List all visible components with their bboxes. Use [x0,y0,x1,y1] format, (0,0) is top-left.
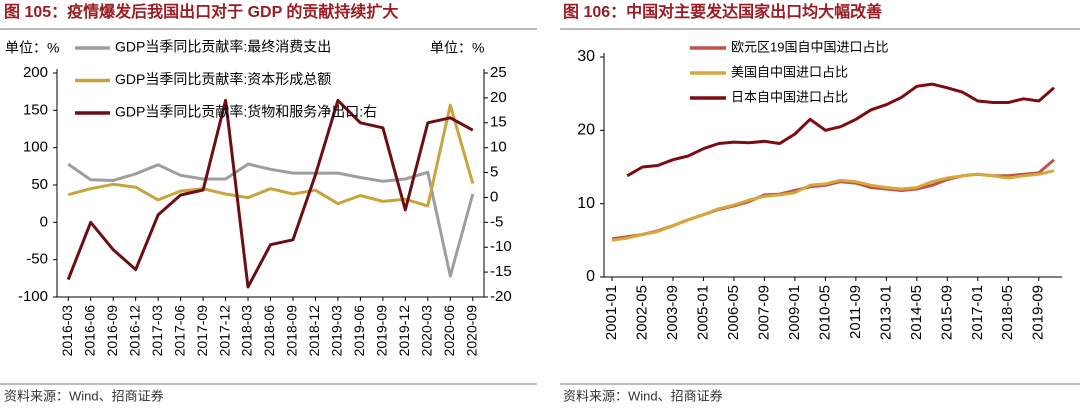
source: 资料来源：Wind、招商证券 [4,388,164,403]
series-line [66,98,474,289]
legend-label: 日本自中国进口占比 [731,89,848,104]
x-tick-label: 2005-01 [694,285,711,340]
x-tick-label: 2020-06 [441,305,457,357]
y2-tick-label: 15 [490,114,507,131]
x-tick-label: 2016-03 [59,305,75,357]
y2-tick-label: 5 [490,164,498,181]
legend-label: 欧元区19国自中国进口占比 [731,39,888,54]
y2-tick-label: 0 [490,188,498,205]
x-tick-label: 2016-09 [104,305,120,357]
x-tick-label: 2017-09 [194,305,210,357]
y2-tick-label: 10 [490,139,507,156]
series-line [626,82,1055,178]
y-tick-label: 20 [577,122,595,139]
x-tick-label: 2014-05 [908,285,925,340]
chart-title: 图 105：疫情爆发后我国出口对于 GDP 的贡献持续扩大 [4,2,398,21]
x-tick-label: 2020-09 [463,305,479,357]
y-tick-label: 30 [577,48,595,65]
x-tick-label: 2018-12 [306,305,322,357]
x-tick-label: 2007-09 [755,285,772,340]
x-tick-label: 2016-06 [81,305,97,357]
y-tick-label: 0 [40,213,48,230]
x-tick-label: 2019-12 [396,305,412,357]
y2-tick-label: 20 [490,89,507,106]
x-tick-label: 2017-06 [171,305,187,357]
x-tick-label: 2019-09 [374,305,390,357]
y2-tick-label: -10 [490,238,512,255]
y-tick-label: 0 [586,268,595,285]
y-tick-label: 100 [23,139,48,156]
x-tick-label: 2009-01 [786,285,803,340]
x-tick-label: 2010-05 [816,285,833,340]
x-tick-label: 2018-06 [261,305,277,357]
y-unit: 单位：% [5,40,59,56]
x-tick-label: 2019-06 [351,305,367,357]
x-tick-label: 2018-09 [284,305,300,357]
y-tick-label: -100 [18,288,48,305]
y2-tick-label: 25 [490,64,507,81]
x-tick-label: 2019-09 [1030,285,1047,340]
x-tick-label: 2018-03 [239,305,255,357]
x-tick-label: 2011-09 [847,285,864,339]
legend-label: GDP当季同比贡献率:资本形成总额 [115,71,331,87]
x-tick-label: 2001-01 [603,285,620,340]
x-tick-label: 2002-05 [633,285,650,340]
x-tick-label: 2020-03 [419,305,435,357]
x-tick-label: 2015-09 [938,285,955,340]
x-tick-label: 2016-12 [126,305,142,357]
y-tick-label: 150 [23,101,48,118]
legend-label: GDP当季同比贡献率:货物和服务净出口:右 [115,104,377,120]
source: 资料来源：Wind、招商证券 [563,388,723,403]
series-line [67,162,475,278]
x-tick-label: 2013-01 [877,285,894,340]
y2-tick-label: -15 [490,263,512,280]
x-tick-label: 2003-09 [664,285,681,340]
x-tick-label: 2018-05 [999,285,1016,340]
chart-title: 图 106：中国对主要发达国家出口均大幅改善 [563,2,882,21]
y-tick-label: 200 [23,64,48,81]
y-tick-label: -50 [26,251,48,268]
series-line [611,169,1055,242]
series-line [67,103,475,208]
legend-label: GDP当季同比贡献率:最终消费支出 [115,39,331,55]
y2-tick-label: -5 [490,213,503,230]
y-tick-label: 10 [577,195,595,212]
x-tick-label: 2017-12 [216,305,232,357]
x-tick-label: 2006-05 [725,285,742,340]
x-tick-label: 2017-01 [969,285,986,340]
y2-tick-label: -20 [490,288,512,305]
x-tick-label: 2017-03 [149,305,165,357]
x-tick-label: 2019-03 [329,305,345,357]
legend-label: 美国自中国进口占比 [731,64,848,79]
y-tick-label: 50 [31,176,48,193]
y2-unit: 单位：% [430,40,484,56]
